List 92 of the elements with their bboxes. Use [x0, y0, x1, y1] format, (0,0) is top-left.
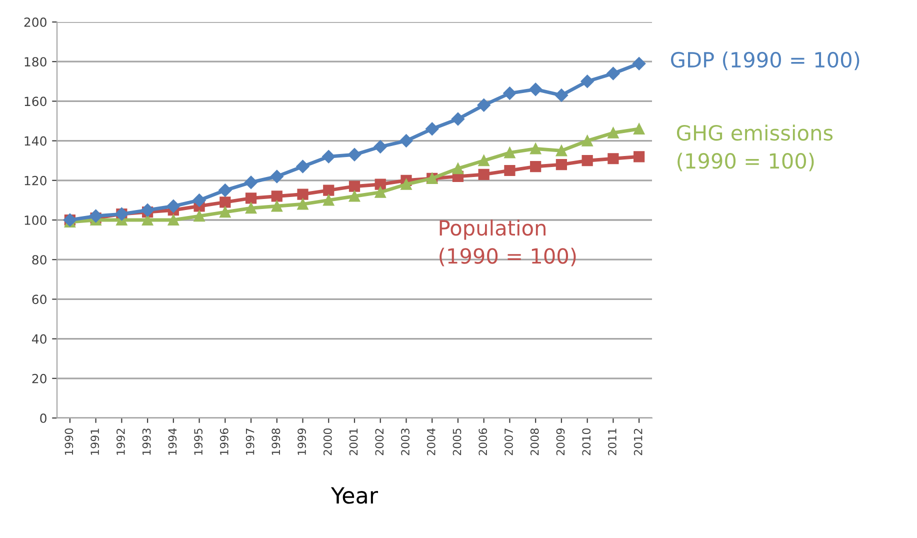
x-tick-label: 2001 — [349, 428, 358, 456]
point — [582, 155, 593, 166]
x-tick-label: 1995 — [194, 428, 203, 455]
series-label: GHG emissions (1990 = 100) — [676, 124, 833, 172]
point — [477, 98, 490, 112]
point — [478, 155, 490, 166]
x-tick-label: 2010 — [582, 428, 591, 456]
x-tick-label: 1990 — [64, 428, 74, 455]
x-tick-label: 2000 — [323, 428, 332, 456]
point — [374, 140, 387, 154]
point — [451, 112, 465, 126]
point — [297, 198, 308, 210]
point — [529, 82, 542, 96]
y-tick-label: 100 — [24, 215, 46, 225]
point — [166, 200, 180, 213]
x-tick-label: 2003 — [401, 428, 410, 456]
point — [323, 194, 334, 206]
point — [296, 160, 310, 174]
x-tick-label: 1991 — [90, 428, 100, 455]
x-tick-label: 2009 — [556, 428, 565, 456]
y-tick-label: 200 — [24, 17, 46, 27]
point — [504, 164, 516, 176]
point — [530, 143, 542, 154]
y-tick-label: 140 — [24, 136, 46, 146]
point — [297, 188, 308, 200]
point — [218, 184, 232, 197]
point — [556, 159, 568, 170]
x-tick-label: 1994 — [168, 428, 177, 455]
point — [634, 151, 645, 162]
point — [245, 192, 257, 204]
point — [530, 160, 542, 172]
point — [606, 66, 620, 80]
x-tick-label: 1999 — [298, 428, 306, 455]
point — [348, 190, 360, 202]
x-tick-label: 2002 — [375, 428, 384, 456]
point — [140, 204, 154, 217]
x-tick-label: 1997 — [246, 428, 254, 455]
point — [608, 153, 619, 164]
x-tick-label: 2004 — [426, 428, 436, 456]
x-tick-label: 2006 — [478, 428, 488, 456]
point — [554, 88, 568, 102]
point — [348, 148, 362, 162]
point — [400, 178, 412, 190]
x-tick-label: 1992 — [116, 428, 125, 455]
point — [374, 178, 386, 190]
point — [220, 206, 231, 218]
point — [632, 56, 646, 70]
point — [142, 214, 154, 226]
y-tick-label: 40 — [32, 334, 46, 344]
point — [426, 122, 439, 136]
point — [323, 184, 334, 196]
point — [271, 190, 282, 202]
x-tick-label: 2005 — [452, 428, 462, 456]
point — [400, 134, 413, 148]
x-tick-label: 1996 — [220, 428, 228, 455]
x-tick-label: 1993 — [142, 428, 151, 455]
point — [245, 202, 257, 214]
point — [220, 196, 231, 208]
point — [192, 194, 206, 207]
x-tick-label: 2012 — [634, 428, 642, 456]
point — [503, 86, 516, 100]
point — [348, 180, 360, 192]
point — [504, 147, 516, 158]
y-tick-label: 80 — [32, 255, 46, 265]
point — [89, 209, 102, 223]
point — [580, 74, 594, 88]
x-tick-label: 2008 — [530, 428, 539, 456]
y-tick-label: 0 — [40, 413, 46, 423]
series-label: GDP (1990 = 100) — [671, 52, 860, 70]
point — [634, 123, 645, 134]
y-tick-label: 160 — [24, 96, 46, 106]
point — [194, 210, 205, 222]
point — [322, 150, 336, 164]
x-tick-label: 2011 — [608, 428, 616, 456]
y-tick-label: 180 — [24, 57, 46, 67]
series-label: Population (1990 = 100) — [440, 220, 576, 266]
x-axis-title: Year — [330, 487, 378, 504]
point — [244, 176, 258, 189]
point — [374, 186, 386, 198]
point — [478, 168, 490, 180]
x-tick-label: 2007 — [504, 428, 513, 456]
x-tick-label: 1998 — [272, 428, 280, 455]
point — [271, 200, 282, 212]
y-tick-label: 60 — [32, 294, 46, 304]
point — [270, 170, 284, 184]
point — [452, 162, 464, 174]
y-tick-label: 120 — [24, 176, 46, 186]
point — [582, 135, 593, 146]
y-tick-label: 20 — [32, 374, 46, 384]
point — [168, 214, 179, 226]
point — [608, 127, 619, 138]
point — [556, 145, 568, 156]
